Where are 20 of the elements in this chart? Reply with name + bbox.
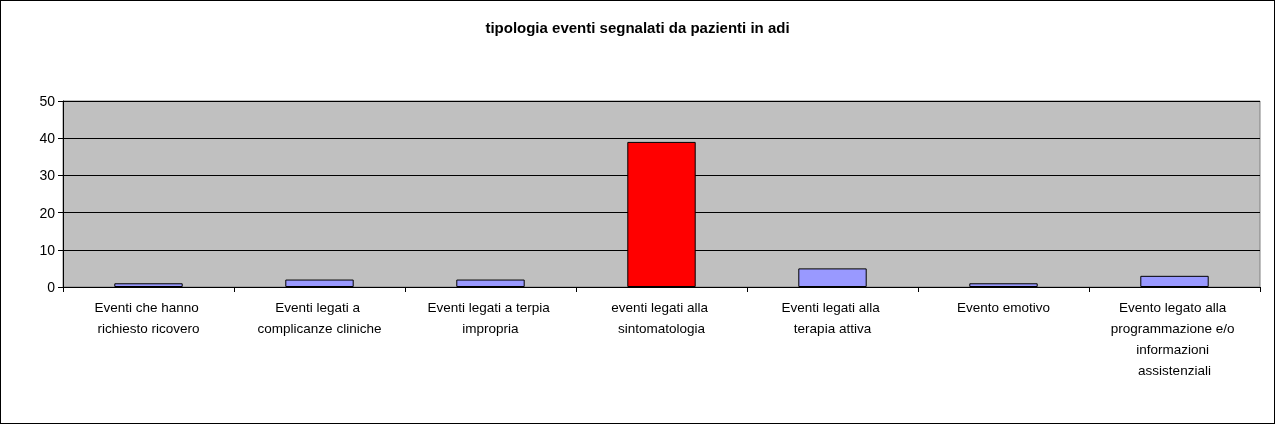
y-tick-label: 30 [39, 167, 56, 184]
y-tick-label: 20 [39, 204, 56, 221]
x-tick-label: Evento legato alla programmazione e/o informazioni assistenziali [1110, 300, 1239, 378]
x-tick-label: eventi legati alla sintomatologia [611, 300, 712, 336]
y-tick-label: 40 [39, 130, 56, 147]
y-tick-label: 0 [47, 279, 56, 295]
x-tick-label: Eventi legati alla terapia attiva [781, 300, 884, 336]
bar [285, 279, 354, 287]
y-tick-label: 50 [39, 93, 56, 109]
x-tick-label: Eventi legati a terpia impropria [427, 300, 554, 336]
bar [798, 268, 867, 287]
bar [969, 283, 1038, 287]
x-tick-label: Eventi legati a complicanze cliniche [257, 300, 382, 336]
bar [114, 283, 183, 287]
bar [456, 279, 525, 287]
chart-title: tipologia eventi segnalati da pazienti in adi [485, 19, 790, 36]
bar [1140, 275, 1209, 287]
x-tick-label: Eventi che hanno richiesto ricovero [94, 300, 203, 336]
y-tick-label: 10 [39, 241, 56, 258]
x-tick-label: Evento emotivo [956, 300, 1051, 315]
